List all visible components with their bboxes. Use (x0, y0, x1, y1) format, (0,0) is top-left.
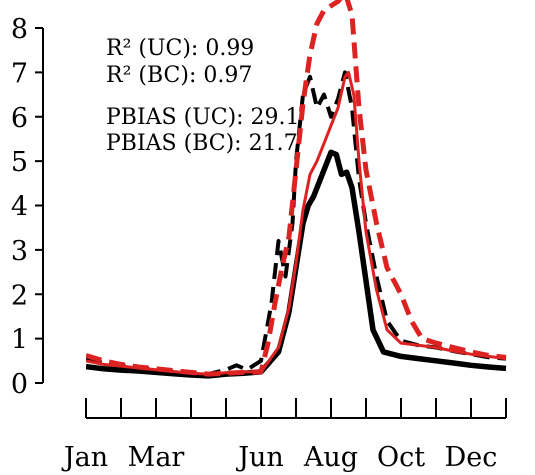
x-tick-label: Aug (303, 442, 358, 473)
series-layer (86, 0, 507, 379)
x-tick-label: Oct (377, 442, 425, 473)
y-tick-label: 4 (11, 192, 28, 223)
y-axis: 0 1 2 3 4 5 6 7 8 (11, 14, 44, 400)
annotation-pbias-uc: PBIAS (UC): 29.1 (106, 105, 300, 130)
y-tick-label: 8 (11, 14, 28, 45)
x-axis: Jan Mar Jun Aug Oct Dec (61, 398, 507, 473)
y-tick-label: 3 (11, 236, 28, 267)
y-tick-label: 7 (11, 58, 28, 89)
annotation-r2-uc: R² (UC): 0.99 (106, 36, 254, 61)
x-tick-label: Jun (235, 442, 284, 473)
y-tick-label: 2 (11, 280, 28, 311)
y-tick-label: 6 (11, 103, 28, 134)
annotation-pbias-bc: PBIAS (BC): 21.7 (106, 131, 298, 156)
stats-annotations: R² (UC): 0.99 R² (BC): 0.97 PBIAS (UC): … (106, 36, 300, 156)
series-line-bc-dashed (86, 0, 507, 377)
y-tick-label: 5 (11, 147, 28, 178)
y-tick-label: 1 (11, 325, 28, 356)
annotation-r2-bc: R² (BC): 0.97 (106, 63, 252, 88)
x-tick-label: Jan (61, 442, 108, 473)
x-tick-label: Dec (445, 442, 498, 473)
y-tick-label: 0 (11, 369, 28, 400)
x-tick-label: Mar (128, 442, 185, 473)
